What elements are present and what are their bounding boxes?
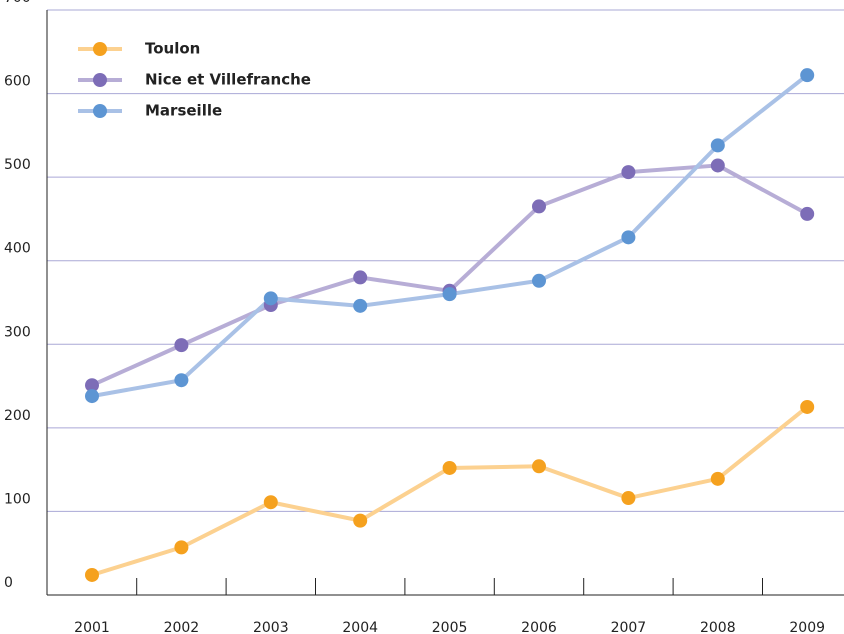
y-tick-label: 300	[4, 324, 31, 340]
marker	[174, 540, 189, 555]
x-tick-label: 2009	[789, 620, 825, 634]
x-tick-label: 2007	[611, 620, 647, 634]
marker	[85, 389, 99, 404]
marker	[800, 206, 815, 221]
marker	[353, 513, 368, 528]
marker	[800, 68, 815, 83]
marker	[710, 471, 725, 486]
marker	[442, 287, 457, 302]
marker	[85, 567, 99, 582]
x-tick-label: 2006	[521, 620, 557, 634]
marker	[263, 495, 278, 510]
y-tick-label: 200	[4, 408, 31, 424]
x-tick-label: 2004	[342, 620, 378, 634]
marker	[710, 158, 725, 173]
legend-marker	[93, 73, 107, 87]
legend: Toulon Nice et Villefranche Marseille	[78, 40, 311, 120]
x-tick-label: 2005	[432, 620, 468, 634]
x-tick-label: 2003	[253, 620, 289, 634]
legend-marker	[93, 42, 107, 56]
marker	[263, 291, 278, 306]
marker	[800, 399, 815, 414]
marker	[85, 378, 99, 393]
legend-label: Nice et Villefranche	[145, 71, 311, 89]
marker	[353, 298, 368, 313]
legend-label: Marseille	[145, 102, 222, 120]
series-line	[91, 73, 809, 399]
marker	[174, 338, 189, 353]
marker	[353, 270, 368, 285]
legend-marker	[93, 104, 107, 118]
series-line	[91, 405, 809, 577]
y-tick-label: 400	[4, 241, 31, 257]
marker	[621, 165, 636, 180]
marker	[710, 138, 725, 153]
y-tick-label: 100	[4, 491, 31, 507]
marker	[532, 273, 546, 288]
marker	[442, 460, 457, 475]
x-tick-label: 2008	[700, 620, 736, 634]
marker	[174, 373, 189, 388]
legend-label: Toulon	[145, 40, 200, 58]
marker	[532, 459, 546, 474]
x-tick-label: 2002	[164, 620, 200, 634]
y-tick-label: 0	[4, 575, 13, 591]
marker	[532, 199, 546, 214]
marker	[621, 230, 636, 245]
y-tick-label: 700	[4, 0, 31, 6]
marker	[621, 491, 636, 506]
series-line	[91, 163, 809, 388]
y-tick-label: 500	[4, 157, 31, 173]
y-tick-label: 600	[4, 74, 31, 90]
x-tick-label: 2001	[74, 620, 110, 634]
